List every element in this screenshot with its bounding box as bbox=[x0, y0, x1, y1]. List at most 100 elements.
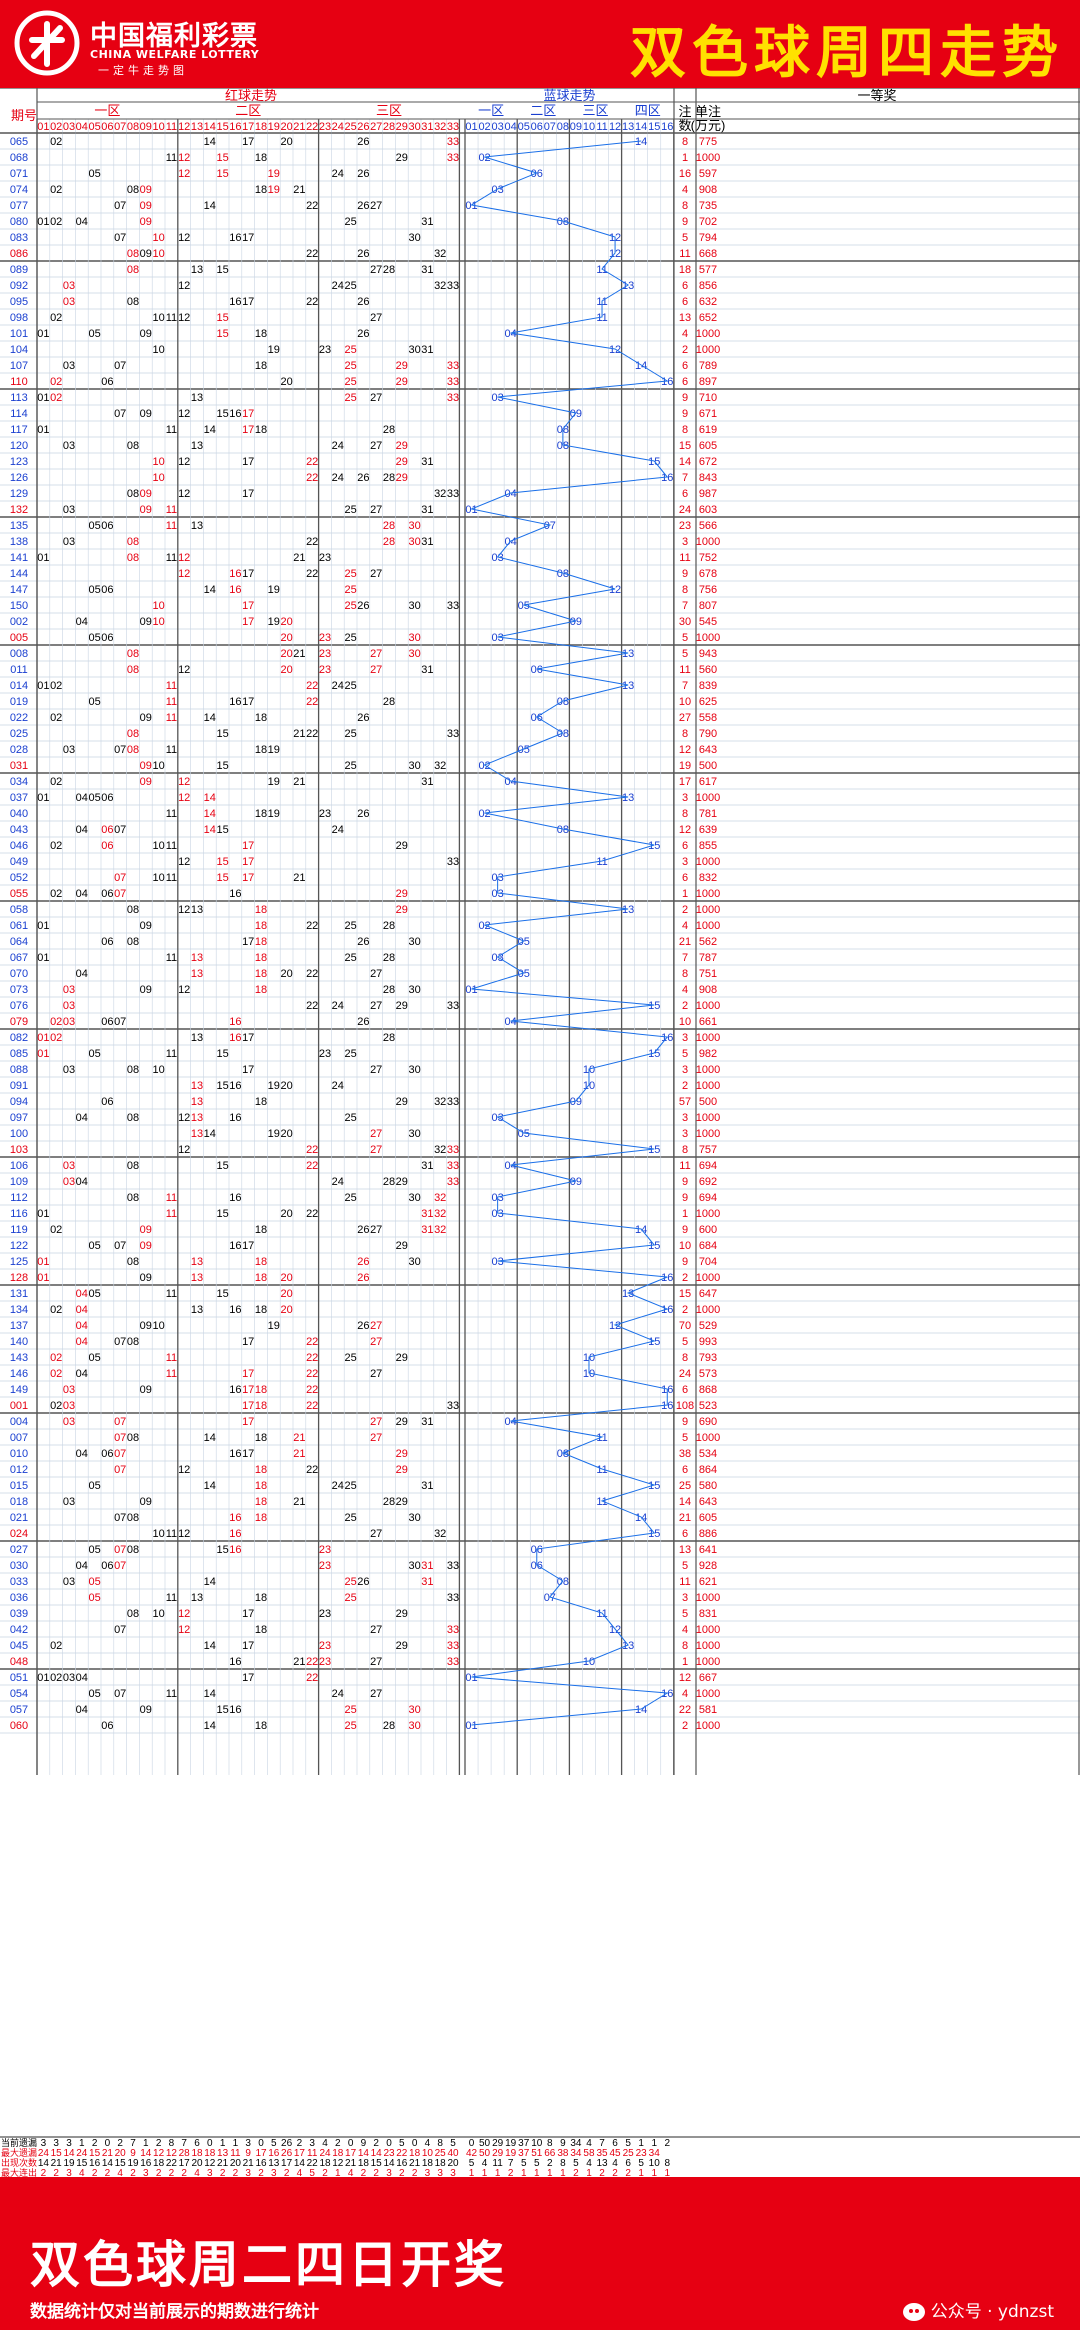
red-ball: 02 bbox=[50, 840, 62, 852]
red-ball: 01 bbox=[37, 1272, 49, 1284]
period-cell: 043 bbox=[10, 824, 28, 836]
red-ball: 22 bbox=[306, 1336, 318, 1348]
stats-red-cell: 2 bbox=[53, 2168, 59, 2177]
prize-amount: 864 bbox=[699, 1464, 717, 1476]
stats-blue-cell: 29 bbox=[492, 2148, 504, 2159]
prize-amount: 908 bbox=[699, 184, 717, 196]
stats-red-cell: 24 bbox=[319, 2148, 331, 2159]
red-ball: 09 bbox=[140, 1384, 152, 1396]
red-ball: 32 bbox=[434, 1208, 446, 1220]
stats-red-cell: 24 bbox=[76, 2148, 88, 2159]
period-cell: 064 bbox=[10, 936, 28, 948]
blue-ball: 01 bbox=[465, 1720, 477, 1732]
red-ball: 17 bbox=[242, 232, 254, 244]
period-cell: 046 bbox=[10, 840, 28, 852]
red-ball: 02 bbox=[50, 184, 62, 196]
red-ball: 04 bbox=[76, 1320, 88, 1332]
red-ball: 14 bbox=[204, 792, 216, 804]
red-ball: 19 bbox=[268, 1320, 280, 1332]
red-ball: 14 bbox=[204, 712, 216, 724]
winner-count: 6 bbox=[682, 840, 688, 852]
red-ball: 08 bbox=[127, 440, 139, 452]
blue-number-header: 16 bbox=[661, 121, 673, 133]
period-cell: 040 bbox=[10, 808, 28, 820]
red-trend-header: 红球走势 bbox=[225, 88, 277, 103]
prize-amount: 692 bbox=[699, 1176, 717, 1188]
winner-count: 12 bbox=[679, 1672, 691, 1684]
prize-amount: 603 bbox=[699, 504, 717, 516]
red-ball: 18 bbox=[255, 1480, 267, 1492]
red-number-header: 02 bbox=[50, 121, 62, 133]
red-ball: 12 bbox=[178, 984, 190, 996]
red-ball: 18 bbox=[255, 1624, 267, 1636]
period-cell: 122 bbox=[10, 1240, 28, 1252]
winner-count: 9 bbox=[682, 1192, 688, 1204]
red-number-header: 18 bbox=[255, 121, 267, 133]
stats-red-cell: 26 bbox=[281, 2138, 293, 2149]
prize-amount: 982 bbox=[699, 1048, 717, 1060]
stats-red-cell: 4 bbox=[117, 2168, 123, 2177]
red-ball: 19 bbox=[268, 744, 280, 756]
red-ball: 17 bbox=[242, 1608, 254, 1620]
red-number-header: 28 bbox=[383, 121, 395, 133]
red-ball: 04 bbox=[76, 888, 88, 900]
blue-ball: 11 bbox=[596, 1432, 607, 1444]
blue-ball: 04 bbox=[505, 1160, 517, 1172]
red-ball: 13 bbox=[191, 952, 203, 964]
stats-red-cell: 3 bbox=[309, 2138, 315, 2149]
red-ball: 33 bbox=[447, 136, 459, 148]
period-cell: 024 bbox=[10, 1528, 28, 1540]
winner-count: 3 bbox=[682, 1032, 688, 1044]
stats-red-cell: 14 bbox=[358, 2148, 370, 2159]
red-ball: 05 bbox=[88, 1592, 100, 1604]
stats-red-cell: 18 bbox=[422, 2158, 434, 2169]
red-ball: 25 bbox=[344, 1720, 356, 1732]
red-ball: 25 bbox=[344, 760, 356, 772]
red-ball: 01 bbox=[37, 1256, 49, 1268]
red-ball: 15 bbox=[216, 264, 228, 276]
red-ball: 23 bbox=[319, 632, 331, 644]
period-cell: 101 bbox=[10, 328, 28, 340]
prize-amount: 560 bbox=[699, 664, 717, 676]
red-ball: 22 bbox=[306, 1208, 318, 1220]
prize-amount: 775 bbox=[699, 136, 717, 148]
prize-amount: 562 bbox=[699, 936, 717, 948]
red-ball: 20 bbox=[280, 1208, 292, 1220]
red-ball: 17 bbox=[242, 696, 254, 708]
winner-count: 4 bbox=[682, 1688, 688, 1700]
winner-count: 11 bbox=[679, 1576, 690, 1588]
prize-amount: 1000 bbox=[696, 1080, 720, 1092]
stats-red-cell: 5 bbox=[450, 2138, 456, 2149]
red-ball: 29 bbox=[396, 904, 408, 916]
period-cell: 085 bbox=[10, 1048, 28, 1060]
blue-ball: 03 bbox=[492, 184, 504, 196]
stats-red-cell: 3 bbox=[425, 2168, 431, 2177]
winner-count: 14 bbox=[679, 1496, 691, 1508]
red-ball: 16 bbox=[229, 408, 241, 420]
stats-blue-cell: 4 bbox=[612, 2158, 618, 2169]
red-ball: 18 bbox=[255, 152, 267, 164]
prize-amount: 1000 bbox=[696, 792, 720, 804]
red-ball: 25 bbox=[344, 504, 356, 516]
red-ball: 17 bbox=[242, 1368, 254, 1380]
blue-ball: 11 bbox=[596, 264, 607, 276]
stats-red-cell: 15 bbox=[371, 2158, 383, 2169]
red-ball: 33 bbox=[447, 1160, 459, 1172]
red-ball: 26 bbox=[357, 1016, 369, 1028]
winner-count: 8 bbox=[682, 424, 688, 436]
red-ball: 18 bbox=[255, 360, 267, 372]
stats-blue-cell: 1 bbox=[651, 2138, 657, 2149]
red-ball: 11 bbox=[166, 1208, 177, 1220]
blue-ball: 07 bbox=[544, 1592, 556, 1604]
red-ball: 09 bbox=[140, 200, 152, 212]
red-ball: 05 bbox=[88, 1576, 100, 1588]
red-ball: 13 bbox=[191, 904, 203, 916]
period-cell: 058 bbox=[10, 904, 28, 916]
red-ball: 04 bbox=[76, 1560, 88, 1572]
red-ball: 17 bbox=[242, 1384, 254, 1396]
red-ball: 11 bbox=[166, 1528, 177, 1540]
red-ball: 12 bbox=[178, 488, 190, 500]
red-ball: 33 bbox=[447, 360, 459, 372]
winner-count: 8 bbox=[682, 200, 688, 212]
red-ball: 22 bbox=[306, 1384, 318, 1396]
